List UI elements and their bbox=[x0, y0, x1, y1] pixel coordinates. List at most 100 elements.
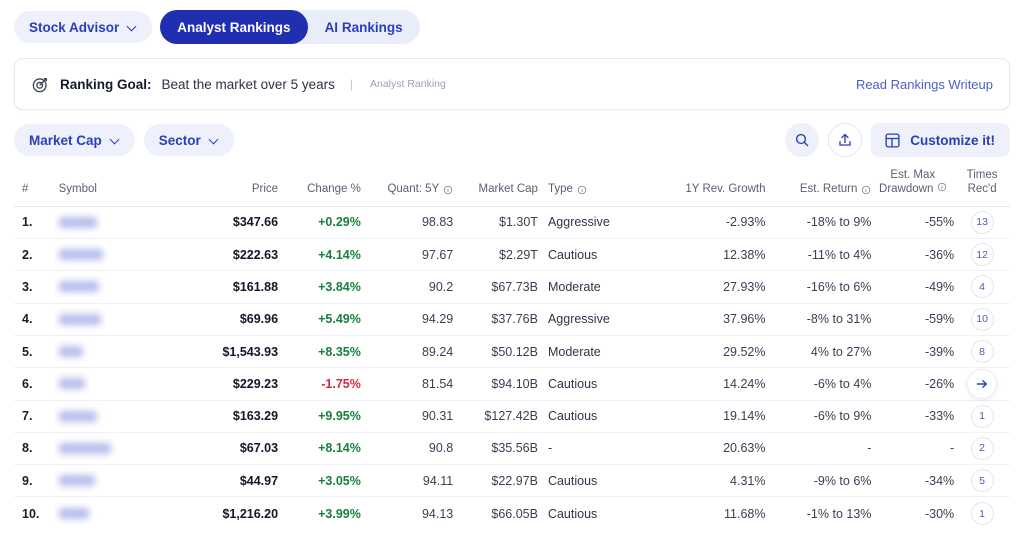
table-row[interactable]: 3. $161.88 +3.84% 90.2 $67.73B Moderate 27.93%… bbox=[14, 271, 1010, 304]
cell-est-return: -16% to 6% bbox=[766, 280, 872, 294]
column-header-type[interactable]: Type bbox=[538, 182, 652, 196]
table-row[interactable]: 10. $1,216.20 +3.99% 94.13 $66.05B Cautious 11… bbox=[14, 497, 1010, 529]
times-recd-badge[interactable]: 4 bbox=[970, 275, 994, 299]
market-cap-value: $1.30T bbox=[499, 215, 538, 230]
info-icon[interactable] bbox=[861, 185, 871, 195]
cell-max-drawdown: -26% bbox=[871, 377, 954, 391]
market-cap-filter[interactable]: Market Cap bbox=[14, 124, 135, 156]
cell-symbol[interactable] bbox=[58, 442, 165, 454]
table-row[interactable]: 7. $163.29 +9.95% 90.31 $127.42B Cautious 19.1… bbox=[14, 401, 1010, 433]
cell-symbol[interactable] bbox=[58, 249, 165, 261]
table-row[interactable]: 5. $1,543.93 +8.35% 89.24 $50.12B Moderate 29.… bbox=[14, 336, 1010, 369]
times-recd-badge[interactable]: 5 bbox=[970, 469, 994, 493]
cell-change: +3.05% bbox=[278, 474, 361, 488]
times-recd-badge[interactable]: 10 bbox=[970, 307, 994, 331]
ranking-goal-text: Beat the market over 5 years bbox=[161, 76, 335, 92]
symbol-redacted[interactable] bbox=[58, 313, 101, 325]
times-recd-badge[interactable]: 1 bbox=[970, 404, 994, 428]
times-recd-badge[interactable]: 8 bbox=[970, 340, 994, 364]
stock-advisor-dropdown[interactable]: Stock Advisor bbox=[14, 11, 153, 43]
table-row[interactable]: 1. $347.66 +0.29% 98.83 $1.30T Aggressive -2.9… bbox=[14, 207, 1010, 240]
column-header-label: Est. Return bbox=[799, 183, 858, 196]
cell-price: $347.66 bbox=[164, 215, 278, 229]
symbol-redacted[interactable] bbox=[58, 442, 111, 454]
times-recd-badge[interactable]: 1 bbox=[970, 502, 994, 526]
read-rankings-writeup-link[interactable]: Read Rankings Writeup bbox=[855, 76, 993, 92]
info-icon[interactable] bbox=[443, 185, 453, 195]
times-recd-badge[interactable]: 12 bbox=[970, 243, 994, 267]
table-row[interactable]: 8. $67.03 +8.14% 90.8 $35.56B -20.63% - -2 bbox=[14, 433, 1010, 466]
cell-price: $163.29 bbox=[164, 409, 278, 423]
customize-button[interactable]: Customize it! bbox=[871, 123, 1010, 157]
column-header-rev-growth[interactable]: 1Y Rev. Growth bbox=[652, 182, 765, 196]
symbol-redacted[interactable] bbox=[58, 410, 97, 422]
chevron-down-icon bbox=[128, 23, 137, 32]
column-header-rank[interactable]: # bbox=[14, 182, 59, 196]
cell-symbol[interactable] bbox=[58, 508, 165, 520]
column-header-times-recd[interactable]: Times Rec'd bbox=[954, 168, 1010, 197]
cell-quant: 94.13 bbox=[361, 507, 453, 521]
rank-value: 9. bbox=[22, 473, 33, 488]
cell-type: Cautious bbox=[538, 377, 652, 391]
symbol-redacted[interactable] bbox=[58, 281, 99, 293]
cell-times-recd bbox=[954, 368, 1010, 399]
times-recd-badge[interactable]: 13 bbox=[970, 210, 994, 234]
info-icon[interactable] bbox=[577, 185, 587, 195]
row-go-arrow-button[interactable] bbox=[967, 368, 998, 399]
column-header-market-cap[interactable]: Market Cap bbox=[453, 182, 538, 196]
max-drawdown-value: -33% bbox=[924, 409, 955, 424]
times-recd-badge[interactable]: 2 bbox=[970, 436, 994, 460]
column-header-est-return[interactable]: Est. Return bbox=[766, 182, 872, 196]
cell-symbol[interactable] bbox=[58, 216, 165, 228]
symbol-redacted[interactable] bbox=[58, 378, 85, 390]
symbol-redacted[interactable] bbox=[58, 249, 103, 261]
cell-quant: 94.29 bbox=[361, 312, 453, 326]
cell-symbol[interactable] bbox=[58, 410, 165, 422]
cell-rank: 1. bbox=[14, 215, 59, 229]
cell-quant: 81.54 bbox=[361, 377, 453, 391]
column-header-max-drawdown[interactable]: Est. Max Drawdown bbox=[871, 168, 954, 197]
table-header-row: # Symbol Price Change % Quant: 5Y Market Cap T… bbox=[14, 168, 1010, 207]
tab-analyst-rankings[interactable]: Analyst Rankings bbox=[160, 10, 308, 44]
cell-symbol[interactable] bbox=[58, 475, 165, 487]
column-header-change[interactable]: Change % bbox=[278, 182, 361, 196]
change-value: +0.29% bbox=[318, 215, 361, 230]
type-value: Moderate bbox=[547, 279, 601, 294]
cell-price: $1,216.20 bbox=[164, 507, 278, 521]
cell-symbol[interactable] bbox=[58, 378, 165, 390]
search-button[interactable] bbox=[785, 123, 820, 157]
symbol-redacted[interactable] bbox=[58, 475, 95, 487]
market-cap-value: $67.73B bbox=[491, 279, 538, 294]
max-drawdown-value: -30% bbox=[924, 506, 955, 521]
type-value: Aggressive bbox=[547, 215, 610, 230]
sector-filter[interactable]: Sector bbox=[143, 124, 234, 156]
rankings-segmented-control: Analyst Rankings AI Rankings bbox=[160, 10, 420, 44]
column-header-quant[interactable]: Quant: 5Y bbox=[361, 182, 453, 196]
column-header-symbol[interactable]: Symbol bbox=[59, 182, 165, 196]
ranking-goal-content: Ranking Goal: Beat the market over 5 yea… bbox=[31, 75, 856, 94]
tab-ai-rankings-label: AI Rankings bbox=[324, 19, 403, 35]
table-row[interactable]: 9. $44.97 +3.05% 94.11 $22.97B Cautious 4.31% -… bbox=[14, 465, 1010, 498]
table-row[interactable]: 2. $222.63 +4.14% 97.67 $2.29T Cautious 12.38%… bbox=[14, 239, 1010, 272]
column-header-price[interactable]: Price bbox=[164, 182, 278, 196]
cell-times-recd: 8 bbox=[954, 340, 1010, 364]
cell-symbol[interactable] bbox=[58, 313, 165, 325]
max-drawdown-value: -34% bbox=[924, 473, 955, 488]
cell-est-return: -1% to 13% bbox=[766, 507, 872, 521]
cell-max-drawdown: - bbox=[871, 441, 954, 455]
tab-ai-rankings[interactable]: AI Rankings bbox=[308, 10, 420, 44]
symbol-redacted[interactable] bbox=[58, 216, 97, 228]
info-icon[interactable] bbox=[937, 182, 947, 192]
symbol-redacted[interactable] bbox=[58, 508, 89, 520]
cell-change: +3.84% bbox=[278, 280, 361, 294]
rank-value: 3. bbox=[22, 279, 33, 294]
symbol-redacted[interactable] bbox=[58, 346, 83, 358]
type-value: Cautious bbox=[547, 473, 598, 488]
rank-value: 10. bbox=[22, 506, 40, 521]
table-row[interactable]: 4. $69.96 +5.49% 94.29 $37.76B Aggressive 37.9… bbox=[14, 304, 1010, 336]
cell-symbol[interactable] bbox=[58, 346, 165, 358]
cell-symbol[interactable] bbox=[58, 281, 165, 293]
cell-price: $222.63 bbox=[164, 248, 278, 262]
export-button[interactable] bbox=[828, 123, 863, 157]
table-row[interactable]: 6. $229.23 -1.75% 81.54 $94.10B Cautious 14.24… bbox=[14, 368, 1010, 401]
